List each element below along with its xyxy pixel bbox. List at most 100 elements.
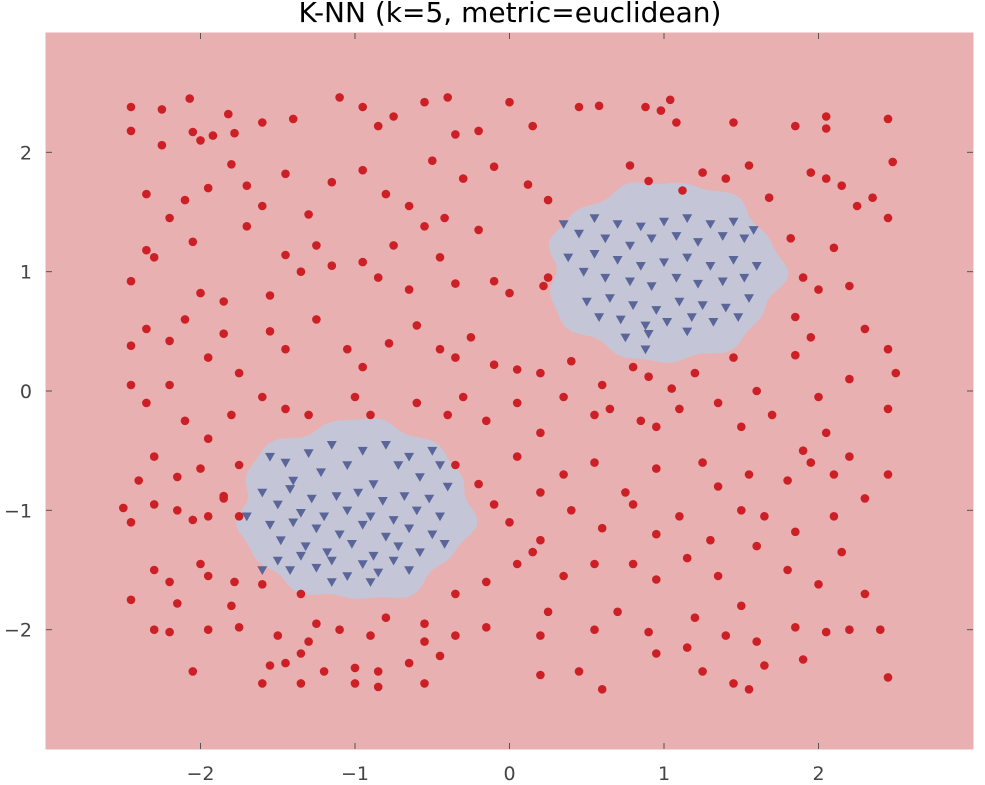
- data-point-triangle: [728, 256, 739, 265]
- data-point-circle: [126, 126, 136, 136]
- data-point-circle: [188, 667, 198, 676]
- data-point-triangle: [682, 214, 693, 223]
- data-point-triangle: [346, 540, 357, 549]
- data-point-triangle: [651, 306, 662, 315]
- data-point-circle: [690, 368, 700, 378]
- data-point-circle: [234, 512, 244, 521]
- data-point-triangle: [265, 452, 275, 462]
- data-point-circle: [203, 353, 213, 362]
- data-point-circle: [358, 362, 368, 372]
- data-points: [119, 93, 901, 694]
- data-point-circle: [713, 482, 723, 491]
- data-point-circle: [559, 392, 568, 402]
- data-point-circle: [149, 452, 159, 461]
- data-point-circle: [165, 336, 174, 346]
- data-point-triangle: [635, 222, 646, 232]
- data-point-circle: [729, 118, 738, 127]
- data-point-triangle: [615, 315, 626, 325]
- data-point-circle: [536, 368, 545, 378]
- data-point-circle: [451, 460, 460, 470]
- data-point-triangle: [368, 480, 379, 490]
- data-point-triangle: [388, 556, 399, 566]
- data-point-circle: [737, 422, 746, 432]
- data-point-circle: [574, 667, 584, 676]
- plot-area-background: [46, 33, 973, 749]
- data-point-circle: [744, 161, 754, 170]
- data-point-circle: [698, 168, 707, 177]
- data-point-circle: [234, 460, 244, 470]
- data-point-triangle: [625, 277, 635, 287]
- x-tick-label: 2: [812, 763, 824, 785]
- data-point-circle: [721, 631, 731, 640]
- data-point-triangle: [399, 492, 410, 501]
- data-point-circle: [296, 649, 306, 658]
- x-tick-label: −1: [341, 763, 369, 785]
- data-point-triangle: [285, 566, 296, 575]
- data-point-circle: [737, 601, 746, 611]
- data-point-circle: [628, 500, 638, 509]
- data-point-circle: [196, 288, 205, 298]
- data-point-circle: [381, 613, 391, 622]
- data-point-circle: [597, 380, 607, 390]
- data-point-circle: [806, 168, 816, 177]
- data-point-circle: [435, 651, 445, 661]
- data-point-circle: [682, 553, 692, 563]
- decision-region-cluster: [548, 182, 789, 363]
- data-point-triangle: [380, 532, 391, 542]
- data-point-triangle: [311, 524, 322, 534]
- data-point-circle: [675, 404, 684, 414]
- data-point-triangle: [380, 441, 391, 450]
- data-point-circle: [281, 344, 290, 354]
- data-point-circle: [119, 503, 128, 513]
- data-point-circle: [667, 384, 676, 393]
- data-point-circle: [891, 368, 901, 378]
- data-point-circle: [752, 386, 761, 396]
- data-point-circle: [203, 434, 213, 444]
- data-point-circle: [188, 237, 198, 247]
- data-point-circle: [288, 114, 298, 124]
- data-point-triangle: [393, 461, 404, 470]
- data-point-triangle: [257, 488, 268, 498]
- data-point-triangle: [604, 294, 615, 303]
- data-point-circle: [489, 276, 499, 286]
- data-point-triangle: [697, 301, 708, 311]
- data-point-circle: [304, 410, 313, 420]
- chart-title: K-NN (k=5, metric=euclidean): [299, 0, 722, 29]
- data-point-circle: [458, 174, 468, 183]
- data-point-circle: [420, 619, 429, 628]
- data-point-circle: [791, 350, 800, 360]
- data-point-circle: [196, 464, 205, 473]
- data-point-circle: [814, 285, 823, 294]
- data-point-circle: [188, 127, 198, 137]
- data-point-circle: [764, 193, 774, 202]
- data-point-circle: [389, 241, 398, 250]
- x-tick-label: 0: [503, 763, 515, 785]
- data-point-circle: [404, 285, 414, 294]
- data-point-triangle: [414, 548, 425, 558]
- x-tick-label: −2: [186, 763, 214, 785]
- data-point-circle: [489, 162, 499, 171]
- data-point-circle: [528, 121, 537, 131]
- data-point-triangle: [635, 262, 646, 271]
- data-point-circle: [656, 106, 666, 115]
- data-point-triangle: [435, 512, 445, 522]
- data-point-triangle: [377, 497, 388, 506]
- data-point-circle: [536, 535, 545, 545]
- data-point-circle: [860, 324, 870, 334]
- data-point-circle: [258, 679, 267, 688]
- data-point-circle: [559, 571, 568, 581]
- data-point-circle: [837, 547, 846, 557]
- data-point-circle: [628, 559, 638, 569]
- data-point-triangle: [295, 509, 306, 518]
- data-point-circle: [798, 446, 808, 456]
- data-point-triangle: [625, 241, 635, 251]
- data-point-circle: [180, 416, 190, 426]
- data-point-circle: [760, 512, 769, 521]
- data-point-circle: [613, 607, 622, 617]
- data-point-triangle: [353, 488, 364, 498]
- data-point-circle: [443, 93, 453, 102]
- data-point-circle: [180, 195, 190, 205]
- data-point-circle: [860, 589, 870, 599]
- data-point-circle: [829, 243, 839, 253]
